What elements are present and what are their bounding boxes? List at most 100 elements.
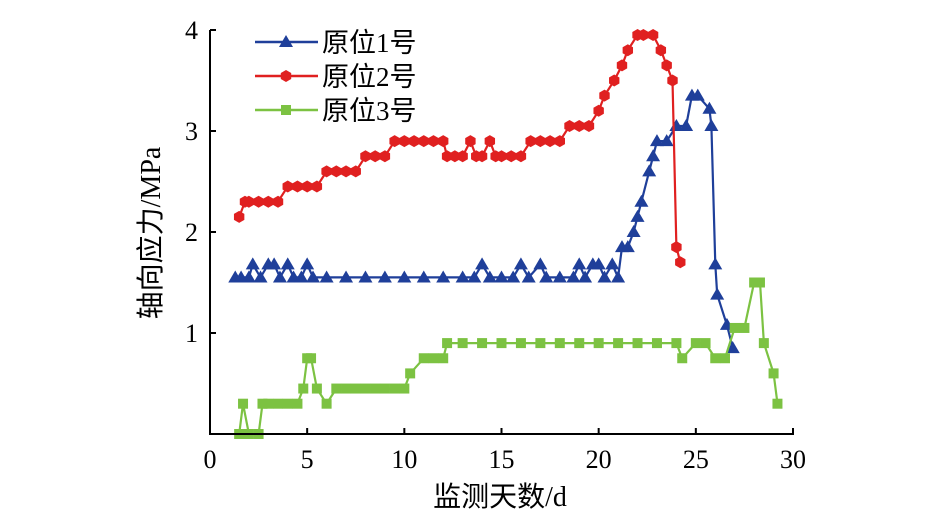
data-point	[749, 277, 760, 288]
legend-label: 原位2号	[322, 62, 417, 92]
data-point	[552, 270, 567, 283]
y-tick-label: 4	[185, 16, 198, 45]
data-point	[574, 119, 585, 132]
data-point	[301, 180, 313, 193]
data-point	[515, 150, 527, 163]
y-axis-title: 轴向应力/MPa	[135, 146, 167, 319]
data-point	[263, 195, 274, 208]
data-point	[438, 135, 449, 148]
data-point	[282, 398, 293, 409]
data-point	[465, 135, 476, 148]
data-point	[661, 59, 672, 72]
data-point	[702, 101, 717, 114]
data-point	[245, 257, 260, 270]
data-point	[292, 398, 303, 409]
data-point	[477, 338, 488, 349]
series-2	[233, 29, 686, 269]
data-point	[655, 44, 667, 57]
data-point	[263, 398, 274, 409]
data-point	[535, 135, 546, 148]
x-tick-label: 5	[301, 445, 314, 474]
data-point	[593, 104, 604, 117]
data-point	[564, 119, 575, 132]
data-point	[306, 353, 317, 364]
data-point	[506, 150, 517, 163]
data-point	[416, 270, 431, 283]
data-point	[646, 149, 661, 162]
data-point	[389, 135, 400, 148]
data-point	[475, 257, 490, 270]
data-point	[647, 29, 659, 42]
data-point	[591, 257, 606, 270]
data-point	[613, 338, 624, 349]
data-point	[710, 353, 721, 364]
legend-marker	[281, 105, 291, 115]
data-point	[593, 338, 604, 349]
data-point	[272, 270, 287, 283]
data-point	[379, 150, 391, 163]
legend-marker	[280, 70, 292, 82]
axes	[209, 30, 794, 435]
data-point	[455, 270, 470, 283]
data-point	[273, 398, 284, 409]
x-tick-label: 20	[586, 445, 612, 474]
data-point	[399, 383, 410, 394]
data-point	[267, 257, 282, 270]
data-point	[428, 135, 439, 148]
data-point	[233, 210, 245, 223]
data-point	[667, 74, 678, 87]
data-point	[659, 134, 674, 147]
data-point	[725, 341, 740, 354]
data-point	[609, 74, 620, 87]
series-line	[238, 281, 779, 436]
data-point	[496, 338, 507, 349]
data-point	[634, 194, 649, 207]
data-point	[305, 270, 320, 283]
data-point	[690, 88, 705, 101]
data-point	[515, 338, 526, 349]
series-line	[238, 33, 682, 263]
data-point	[535, 338, 546, 349]
data-point	[294, 270, 309, 283]
data-point	[241, 270, 256, 283]
data-point	[360, 383, 371, 394]
legend-marker	[279, 35, 293, 47]
data-point	[339, 270, 354, 283]
series-3	[234, 277, 783, 439]
data-point	[321, 165, 332, 178]
data-point	[544, 135, 556, 148]
data-point	[341, 383, 352, 394]
data-point	[377, 270, 392, 283]
x-tick-label: 25	[683, 445, 709, 474]
data-point	[649, 134, 664, 147]
data-point	[350, 165, 361, 178]
x-tick-label: 10	[391, 445, 417, 474]
data-point	[292, 180, 303, 193]
data-point	[358, 270, 373, 283]
data-point	[399, 135, 410, 148]
data-point	[533, 257, 548, 270]
data-point	[630, 209, 645, 222]
data-point	[436, 270, 451, 283]
data-point	[300, 257, 315, 270]
data-point	[331, 383, 342, 394]
data-point	[282, 180, 293, 193]
series-line	[235, 94, 734, 349]
data-point	[651, 338, 662, 349]
x-tick-label: 15	[489, 445, 515, 474]
data-point	[418, 353, 429, 364]
data-point	[583, 119, 595, 132]
data-point	[597, 270, 612, 283]
data-point	[321, 398, 332, 409]
legend-item: 原位3号	[255, 96, 417, 126]
data-point	[758, 338, 769, 349]
y-tick-label: 2	[185, 218, 198, 247]
data-point	[611, 270, 626, 283]
data-point	[405, 368, 416, 379]
data-point	[605, 257, 620, 270]
data-point	[438, 353, 449, 364]
legend-item: 原位1号	[255, 28, 417, 58]
data-point	[539, 270, 554, 283]
data-point	[369, 150, 381, 163]
